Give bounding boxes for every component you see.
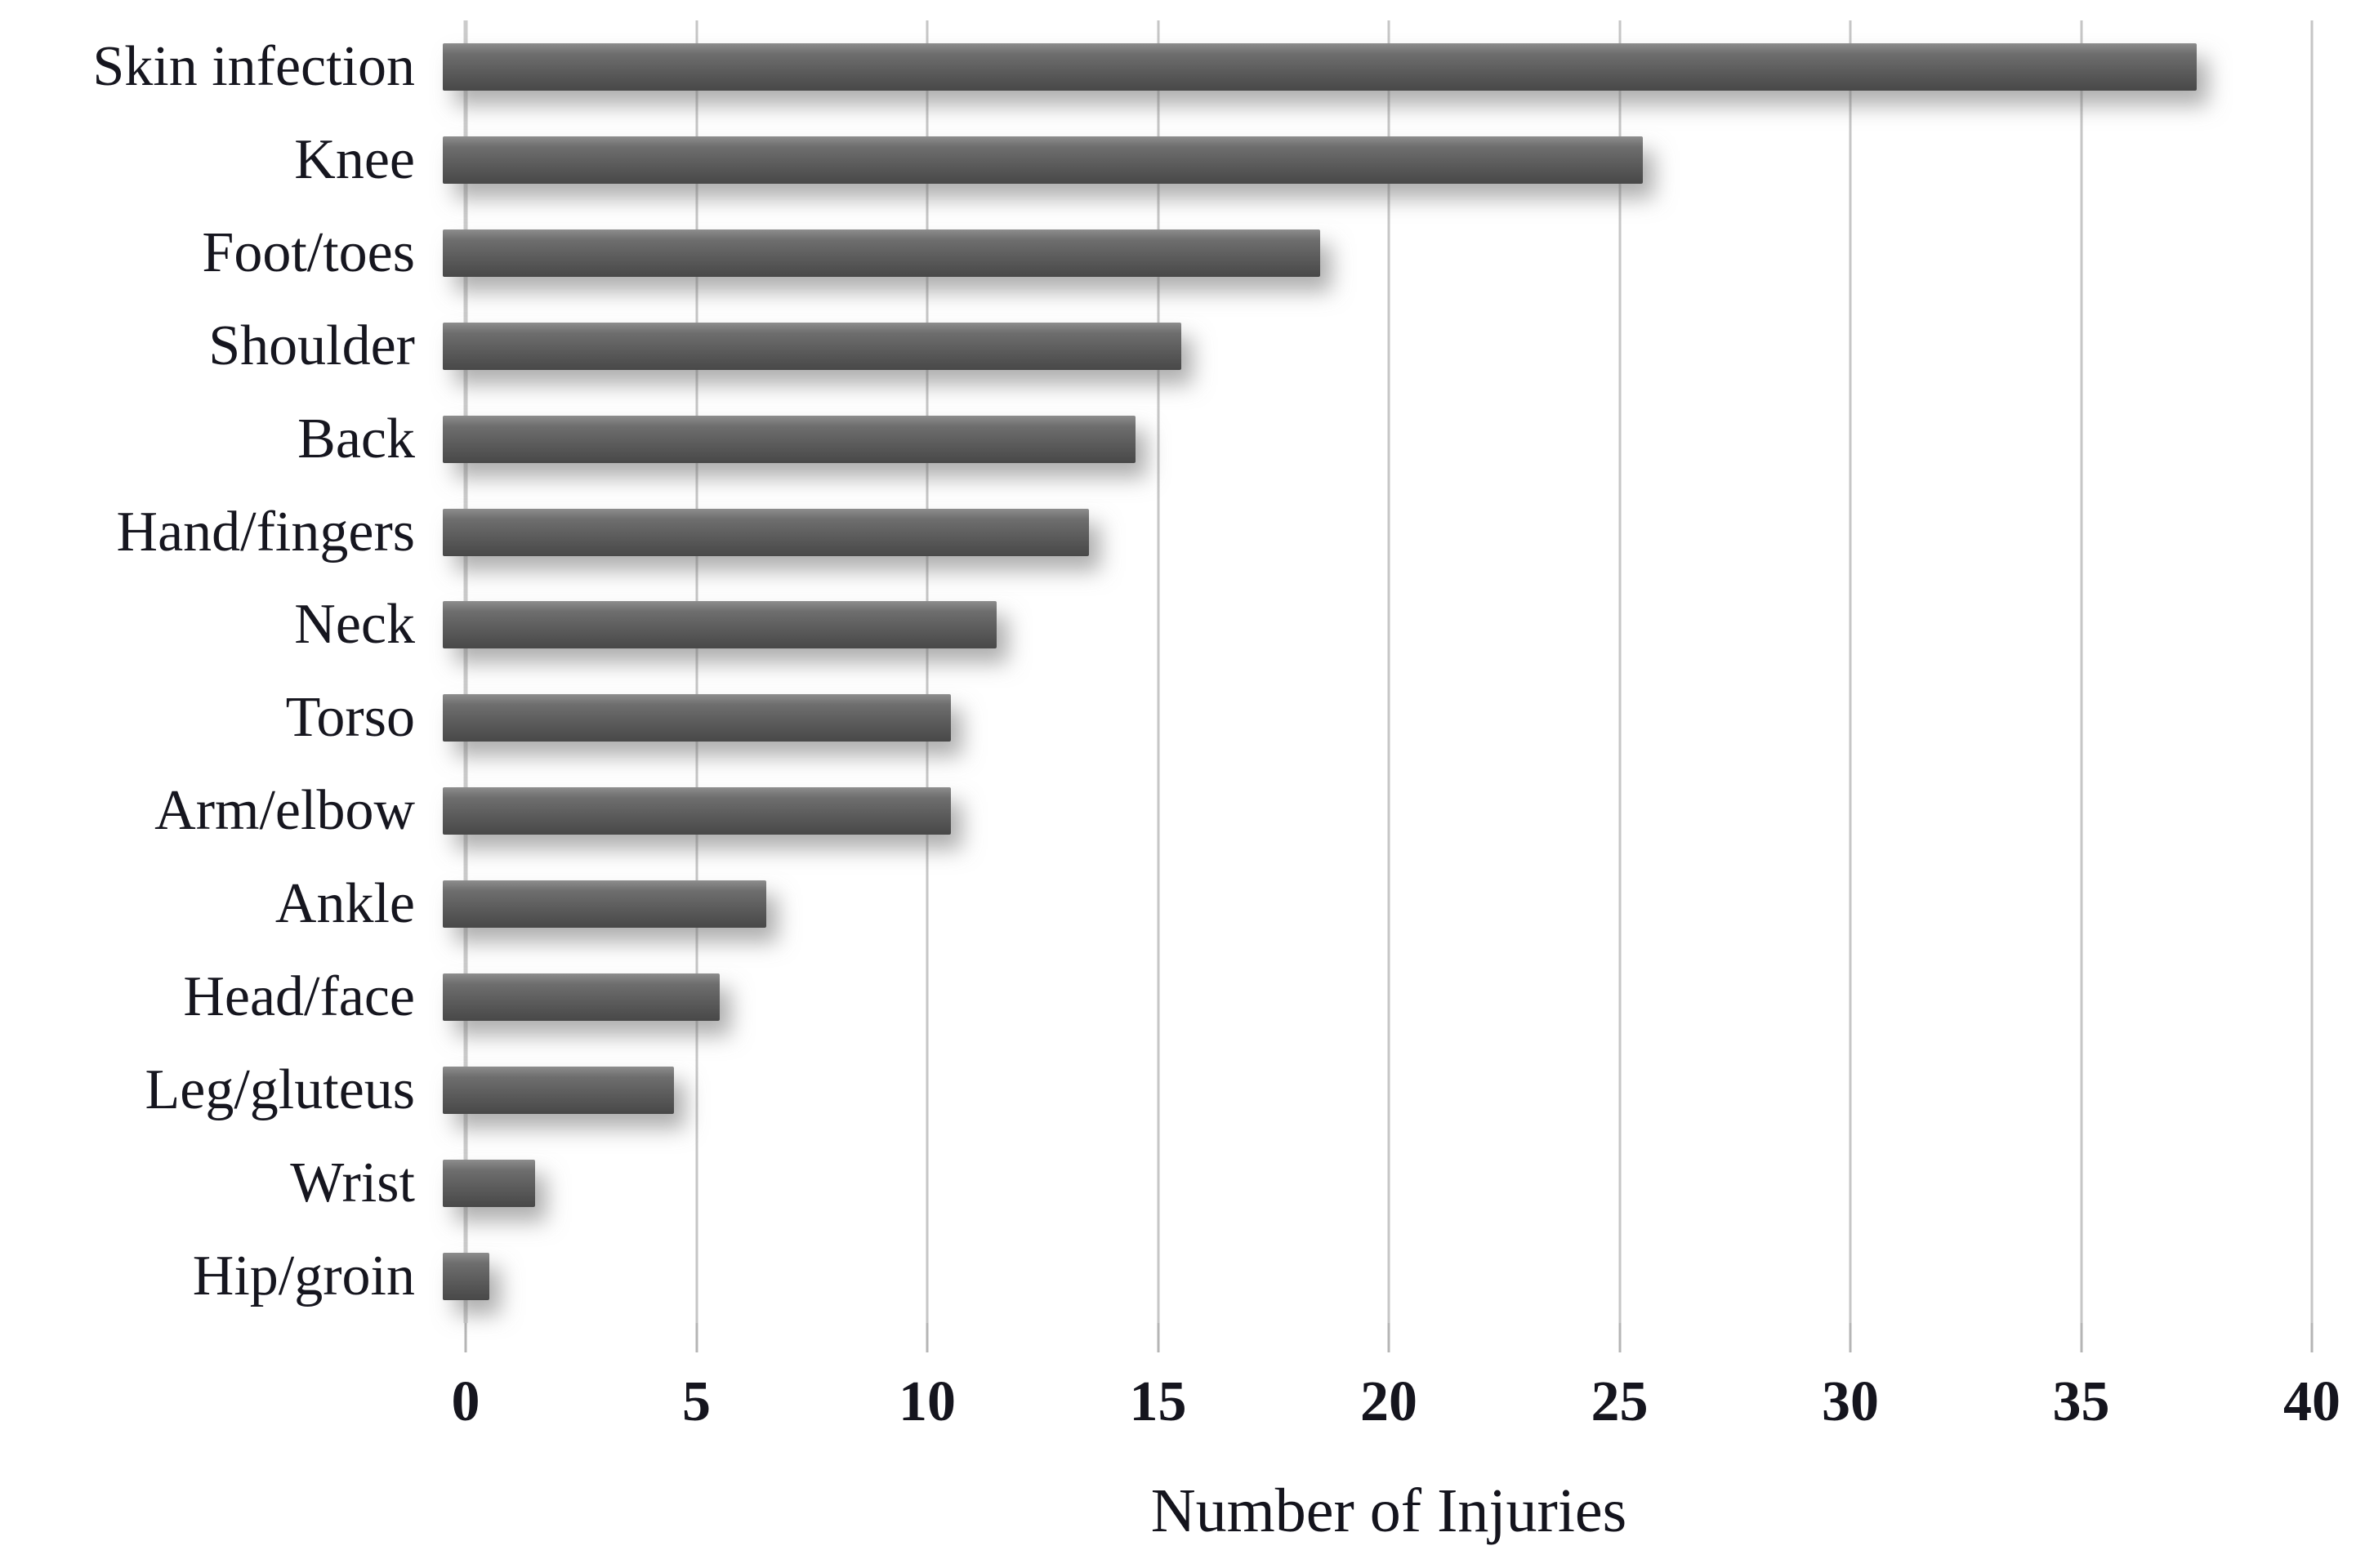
bar-arm-elbow [443,787,951,835]
bar-shoulder [443,322,1181,370]
y-axis-line [463,20,468,1323]
bar-ankle [443,880,766,929]
category-label-shoulder: Shoulder [208,314,415,377]
bar-track-wrist [441,1137,2287,1230]
bar-track-foot-toes [441,207,2287,300]
gridline-x-30 [1849,20,1852,1323]
bar-hip-groin [443,1252,489,1300]
row-hand-fingers: Hand/fingers [0,486,2356,579]
bar-leg-gluteus [443,1067,674,1115]
x-tick-label-40: 40 [2283,1370,2340,1433]
bar-track-shoulder [441,300,2287,393]
gridline-x-25 [1618,20,1621,1323]
tick-mark-x-15 [1157,1323,1159,1352]
bar-neck [443,601,997,649]
row-foot-toes: Foot/toes [0,207,2356,300]
bar-foot-toes [443,229,1320,277]
x-tick-label-35: 35 [2052,1370,2110,1433]
category-label-leg-gluteus: Leg/gluteus [145,1058,415,1122]
x-tick-label-15: 15 [1129,1370,1187,1433]
tick-mark-x-30 [1849,1323,1852,1352]
row-hip-groin: Hip/groin [0,1230,2356,1323]
category-label-arm-elbow: Arm/elbow [154,779,415,843]
tick-mark-x-25 [1618,1323,1621,1352]
x-axis-tick-row: 0 5 10 15 20 25 30 35 40 [452,1370,2341,1439]
tick-mark-x-40 [2310,1323,2314,1352]
bar-track-hand-fingers [441,486,2287,579]
category-label-skin-infection: Skin infection [92,34,415,98]
bar-track-neck [441,579,2287,672]
gridline-x-40 [2310,20,2314,1323]
bar-track-head-face [441,951,2287,1044]
row-torso: Torso [0,671,2356,764]
category-label-neck: Neck [294,593,415,657]
tick-mark-x-5 [695,1323,698,1352]
tick-mark-x-20 [1387,1323,1390,1352]
bar-wrist [443,1160,535,1208]
gridline-x-5 [695,20,698,1323]
category-label-wrist: Wrist [290,1152,415,1215]
bar-track-torso [441,671,2287,764]
bar-track-knee [441,114,2287,207]
row-back: Back [0,393,2356,486]
bar-head-face [443,973,720,1022]
category-label-ankle: Ankle [274,872,415,936]
row-skin-infection: Skin infection [0,20,2356,114]
bar-torso [443,694,951,742]
category-label-head-face: Head/face [183,965,415,1029]
row-leg-gluteus: Leg/gluteus [0,1044,2356,1137]
row-shoulder: Shoulder [0,300,2356,393]
row-neck: Neck [0,579,2356,672]
bar-knee [443,136,1643,184]
row-ankle: Ankle [0,858,2356,951]
bar-track-skin-infection [441,20,2287,114]
bar-track-leg-gluteus [441,1044,2287,1137]
bar-skin-infection [443,42,2197,91]
x-tick-label-5: 5 [682,1370,711,1433]
x-axis-title: Number of Injuries [1150,1477,1627,1545]
row-arm-elbow: Arm/elbow [0,764,2356,858]
row-knee: Knee [0,114,2356,207]
tick-mark-x-10 [926,1323,929,1352]
tick-mark-x-35 [2080,1323,2082,1352]
x-tick-label-0: 0 [451,1370,480,1433]
category-rows: Skin infection Knee Foot/toes Shoulder Back H… [0,20,2356,1323]
bar-track-ankle [441,858,2287,951]
bar-track-arm-elbow [441,764,2287,858]
bar-track-back [441,393,2287,486]
gridline-x-20 [1387,20,1390,1323]
x-tick-label-10: 10 [899,1370,956,1433]
row-wrist: Wrist [0,1137,2356,1230]
x-tick-label-25: 25 [1591,1370,1649,1433]
plot-area [463,20,2314,1352]
row-head-face: Head/face [0,951,2356,1044]
category-label-hip-groin: Hip/groin [192,1244,415,1307]
bar-hand-fingers [443,508,1089,556]
category-label-knee: Knee [294,127,415,191]
gridline-x-15 [1157,20,1159,1323]
gridline-x-10 [926,20,929,1323]
x-tick-label-20: 20 [1360,1370,1417,1433]
tick-mark-x-0 [464,1323,467,1352]
category-label-foot-toes: Foot/toes [202,220,415,284]
bar-back [443,415,1136,463]
bar-track-hip-groin [441,1230,2287,1323]
category-label-torso: Torso [285,686,415,750]
category-label-back: Back [297,407,415,470]
x-tick-label-30: 30 [1822,1370,1879,1433]
gridline-x-35 [2080,20,2082,1323]
category-label-hand-fingers: Hand/fingers [116,500,415,564]
